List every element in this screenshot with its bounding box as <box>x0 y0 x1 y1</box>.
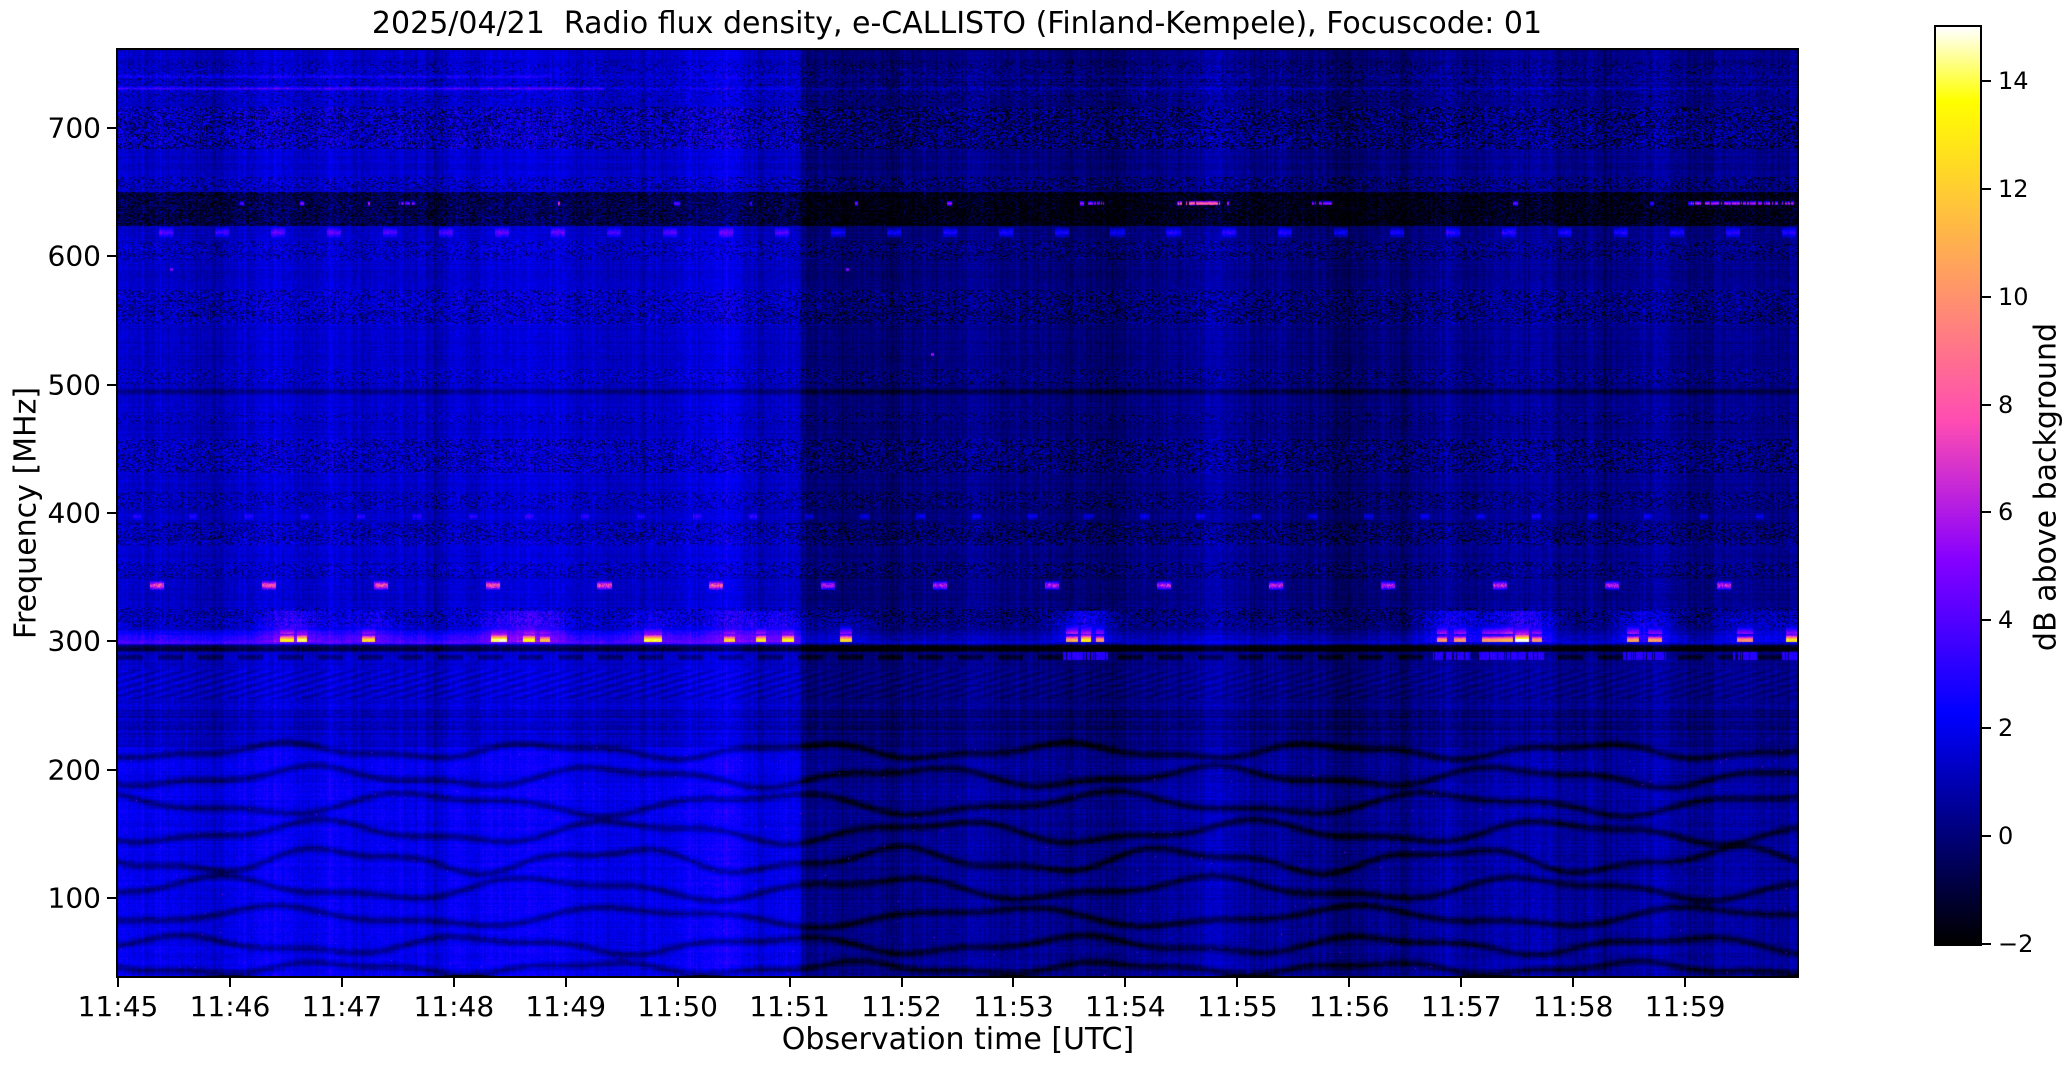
x-tick-label: 11:50 <box>637 990 719 1023</box>
colorbar-tick-label: 4 <box>1998 606 2014 635</box>
colorbar-tick-mark <box>1982 727 1991 730</box>
x-tick-mark <box>1236 978 1239 987</box>
x-tick-mark <box>1684 978 1687 987</box>
colorbar-tick-label: 12 <box>1998 174 2029 203</box>
colorbar-label: dB above background <box>2028 322 2064 652</box>
x-tick-mark <box>1124 978 1127 987</box>
colorbar-tick-mark <box>1982 403 1991 406</box>
x-tick-label: 11:57 <box>1420 990 1502 1023</box>
x-tick-mark <box>788 978 791 987</box>
x-tick-label: 11:46 <box>189 990 271 1023</box>
y-tick-mark <box>107 126 116 129</box>
x-tick-mark <box>564 978 567 987</box>
x-tick-mark <box>340 978 343 987</box>
colorbar-tick-label: 14 <box>1998 66 2029 95</box>
x-tick-mark <box>1348 978 1351 987</box>
plot-frame <box>116 48 1799 978</box>
y-tick-label: 100 <box>47 881 101 915</box>
colorbar-frame <box>1934 25 1982 946</box>
y-tick-label: 600 <box>47 239 101 273</box>
y-tick-label: 400 <box>47 496 101 530</box>
x-tick-label: 11:55 <box>1196 990 1278 1023</box>
colorbar-tick-label: 8 <box>1998 390 2014 419</box>
y-tick-mark <box>107 255 116 258</box>
y-tick-mark <box>107 640 116 643</box>
x-tick-label: 11:59 <box>1644 990 1726 1023</box>
x-tick-label: 11:45 <box>77 990 159 1023</box>
x-tick-mark <box>1572 978 1575 987</box>
x-tick-mark <box>228 978 231 987</box>
colorbar-tick-mark <box>1982 187 1991 190</box>
x-tick-label: 11:58 <box>1532 990 1614 1023</box>
x-tick-label: 11:54 <box>1085 990 1166 1023</box>
y-tick-label: 700 <box>47 111 101 145</box>
colorbar-canvas <box>1936 27 1980 944</box>
y-tick-mark <box>107 768 116 771</box>
x-tick-mark <box>1460 978 1463 987</box>
y-tick-label: 300 <box>47 624 101 658</box>
x-tick-label: 11:48 <box>413 990 495 1023</box>
x-tick-label: 11:47 <box>301 990 383 1023</box>
x-tick-label: 11:56 <box>1308 990 1390 1023</box>
y-tick-mark <box>107 383 116 386</box>
y-tick-label: 200 <box>47 753 101 787</box>
x-tick-mark <box>900 978 903 987</box>
x-tick-label: 11:49 <box>525 990 607 1023</box>
colorbar-tick-mark <box>1982 79 1991 82</box>
colorbar-tick-mark <box>1982 835 1991 838</box>
chart-title: 2025/04/21 Radio flux density, e-CALLIST… <box>371 6 1543 41</box>
colorbar-tick-mark <box>1982 511 1991 514</box>
colorbar-tick-label: 6 <box>1998 498 2014 527</box>
colorbar-tick-label: −2 <box>1998 930 2034 958</box>
colorbar-tick-mark <box>1982 295 1991 298</box>
x-tick-mark <box>117 978 119 987</box>
x-tick-mark <box>676 978 679 987</box>
y-tick-mark <box>107 897 116 900</box>
x-tick-mark <box>452 978 455 987</box>
x-tick-label: 11:52 <box>861 990 942 1023</box>
x-tick-mark <box>1012 978 1015 987</box>
y-tick-label: 500 <box>47 368 101 402</box>
x-tick-label: 11:53 <box>973 990 1054 1023</box>
colorbar-tick-mark <box>1982 943 1991 945</box>
x-axis-label: Observation time [UTC] <box>781 1022 1135 1057</box>
colorbar-tick-label: 2 <box>1998 714 2014 743</box>
x-tick-label: 11:51 <box>749 990 830 1023</box>
colorbar-tick-label: 0 <box>1998 822 2014 851</box>
spectrogram-canvas <box>118 50 1797 976</box>
colorbar-tick-label: 10 <box>1998 282 2029 311</box>
y-tick-mark <box>107 512 116 514</box>
colorbar-tick-mark <box>1982 619 1991 622</box>
